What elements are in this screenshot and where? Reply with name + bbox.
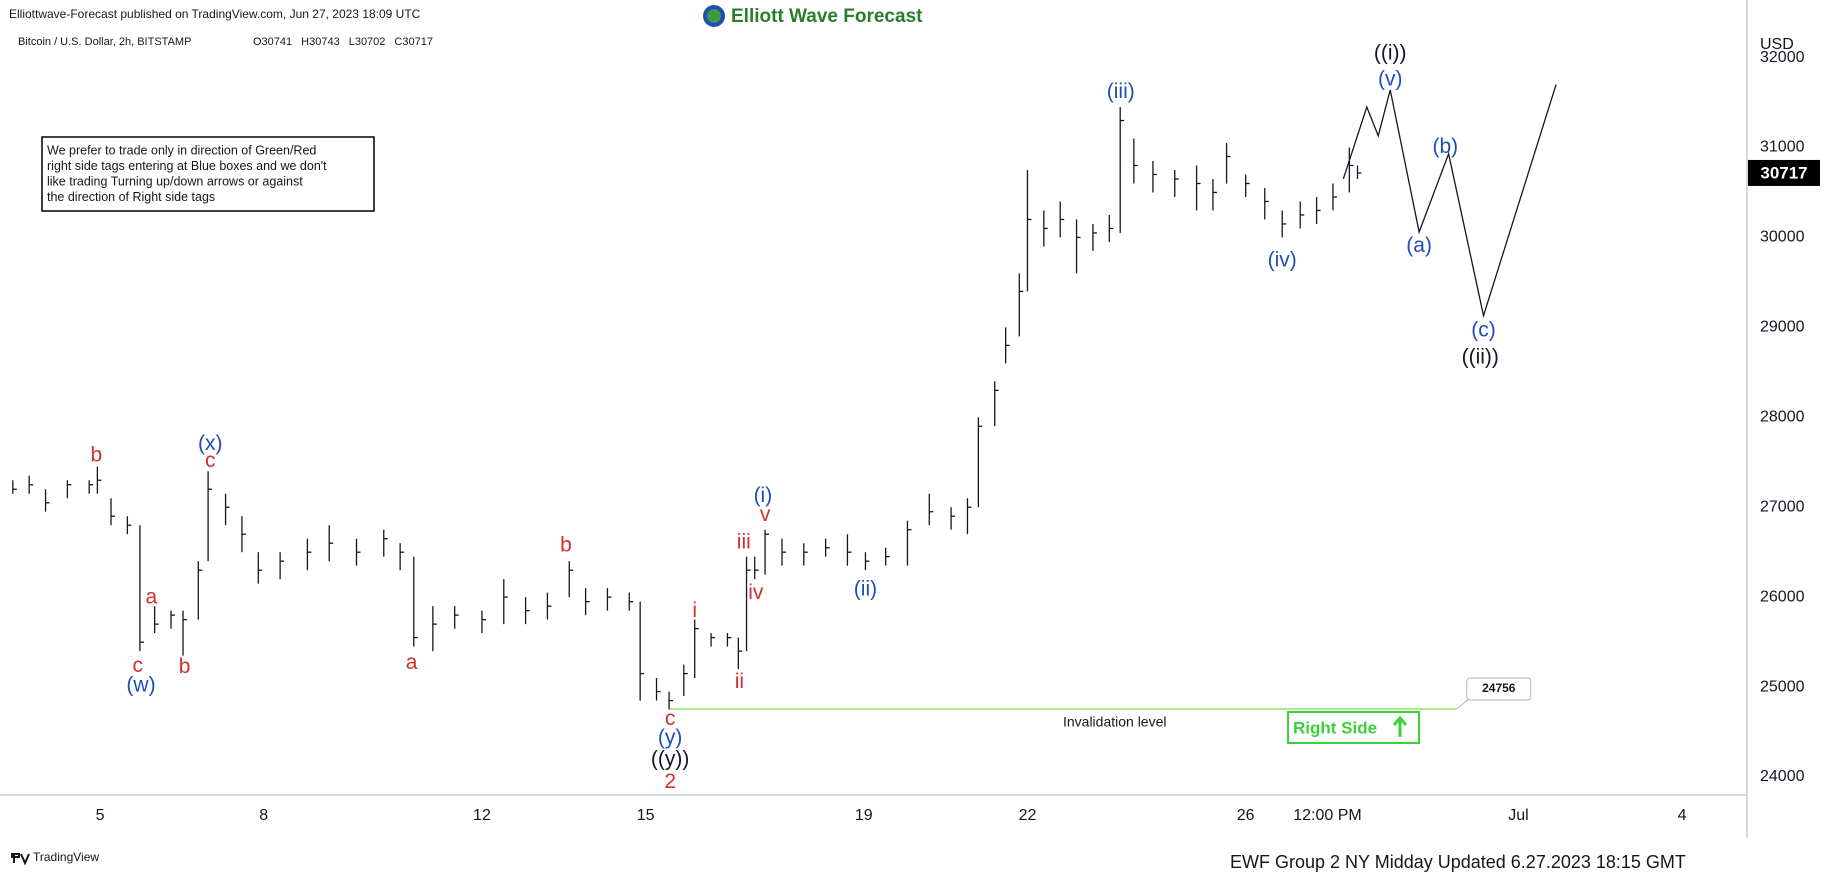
note-box — [41, 136, 375, 212]
wave-label: (b) — [1432, 135, 1458, 158]
projection-path — [1342, 84, 1557, 319]
wave-label: (c) — [1471, 319, 1496, 342]
footer-update: EWF Group 2 NY Midday Updated 6.27.2023 … — [1230, 852, 1686, 872]
wave-label: ((ii)) — [1462, 345, 1499, 368]
wave-label: 2 — [664, 770, 676, 793]
wave-label: (a) — [1406, 234, 1432, 257]
x-tick-label: 26 — [1237, 807, 1255, 824]
published-note: Elliottwave-Forecast published on Tradin… — [9, 7, 421, 21]
x-tick-label: 12 — [473, 807, 491, 824]
ohlc-label: H30743 — [301, 36, 340, 48]
x-tick-label: 5 — [96, 807, 105, 824]
wave-label: ii — [735, 670, 744, 693]
wave-label: (w) — [126, 674, 155, 697]
wave-label: a — [406, 651, 418, 674]
last-price-box — [1748, 159, 1820, 186]
note-line: We prefer to trade only in direction of … — [47, 143, 316, 157]
y-tick-label: 24000 — [1760, 768, 1805, 785]
currency: USD — [1760, 36, 1794, 53]
invalidation-connector — [1456, 698, 1470, 710]
wave-label: i — [692, 599, 697, 622]
wave-label: (x) — [198, 432, 223, 455]
wave-label: v — [760, 503, 771, 526]
wave-label: ((y)) — [651, 747, 689, 770]
invalidation-value: 24756 — [1482, 681, 1516, 695]
invalidation-label-box — [1466, 677, 1532, 701]
right-side-arrow — [1392, 715, 1408, 737]
x-tick-label: Jul — [1508, 807, 1528, 824]
right-side-text: Right Side — [1293, 718, 1377, 737]
y-tick-label: 25000 — [1760, 678, 1805, 695]
wave-label: (i) — [754, 484, 773, 507]
wave-label: iii — [737, 531, 751, 554]
note-line: right side tags entering at Blue boxes a… — [47, 159, 327, 173]
right-side-box — [1287, 711, 1420, 744]
wave-label: (ii) — [854, 578, 877, 601]
wave-label: c — [665, 707, 676, 730]
note-line: the direction of Right side tags — [47, 190, 215, 204]
wave-label: (v) — [1378, 68, 1403, 91]
logo: Elliott Wave Forecast — [731, 6, 923, 27]
note-line: like trading Turning up/down arrows or a… — [47, 174, 303, 188]
wave-label: b — [179, 655, 191, 678]
wave-label: iv — [748, 581, 764, 604]
wave-label: (y) — [658, 726, 683, 749]
y-tick-label: 31000 — [1760, 139, 1805, 156]
ohlc-labels: O30741 H30743 L30702 C30717 — [253, 36, 433, 48]
wave-label: b — [560, 533, 572, 556]
ohlc-label: L30702 — [349, 36, 386, 48]
y-tick-label: 29000 — [1760, 319, 1805, 336]
x-tick-label: 8 — [259, 807, 268, 824]
wave-label: (iii) — [1107, 80, 1135, 103]
y-tick-label: 28000 — [1760, 409, 1805, 426]
wave-label: c — [205, 449, 216, 472]
y-tick-label: 27000 — [1760, 498, 1805, 515]
wave-label: c — [132, 654, 143, 677]
x-tick-label: 4 — [1678, 807, 1687, 824]
ohlc-label: O30741 — [253, 36, 292, 48]
logo-icon-inner — [707, 9, 721, 23]
note: We prefer to trade only in direction of … — [47, 143, 327, 204]
wave-label: b — [90, 444, 102, 467]
x-tick-label: 15 — [637, 807, 655, 824]
tv-logo — [11, 853, 30, 866]
wave-label: a — [146, 586, 158, 609]
x-tick-label: 22 — [1019, 807, 1037, 824]
last-price-label: 30717 — [1760, 163, 1807, 182]
invalidation-text: Invalidation level — [1063, 714, 1167, 730]
y-tick-label: 26000 — [1760, 588, 1805, 605]
y-tick-label: 30000 — [1760, 229, 1805, 246]
x-tick-label: 19 — [855, 807, 873, 824]
symbol: Bitcoin / U.S. Dollar, 2h, BITSTAMP — [18, 36, 191, 48]
wave-label: (iv) — [1268, 248, 1297, 271]
ohlc-label: C30717 — [394, 36, 433, 48]
y-tick-label: 32000 — [1760, 49, 1805, 66]
x-tick-label: 12:00 PM — [1293, 807, 1361, 824]
wave-label: ((i)) — [1374, 42, 1407, 65]
footer-brand: TradingView — [33, 850, 99, 864]
